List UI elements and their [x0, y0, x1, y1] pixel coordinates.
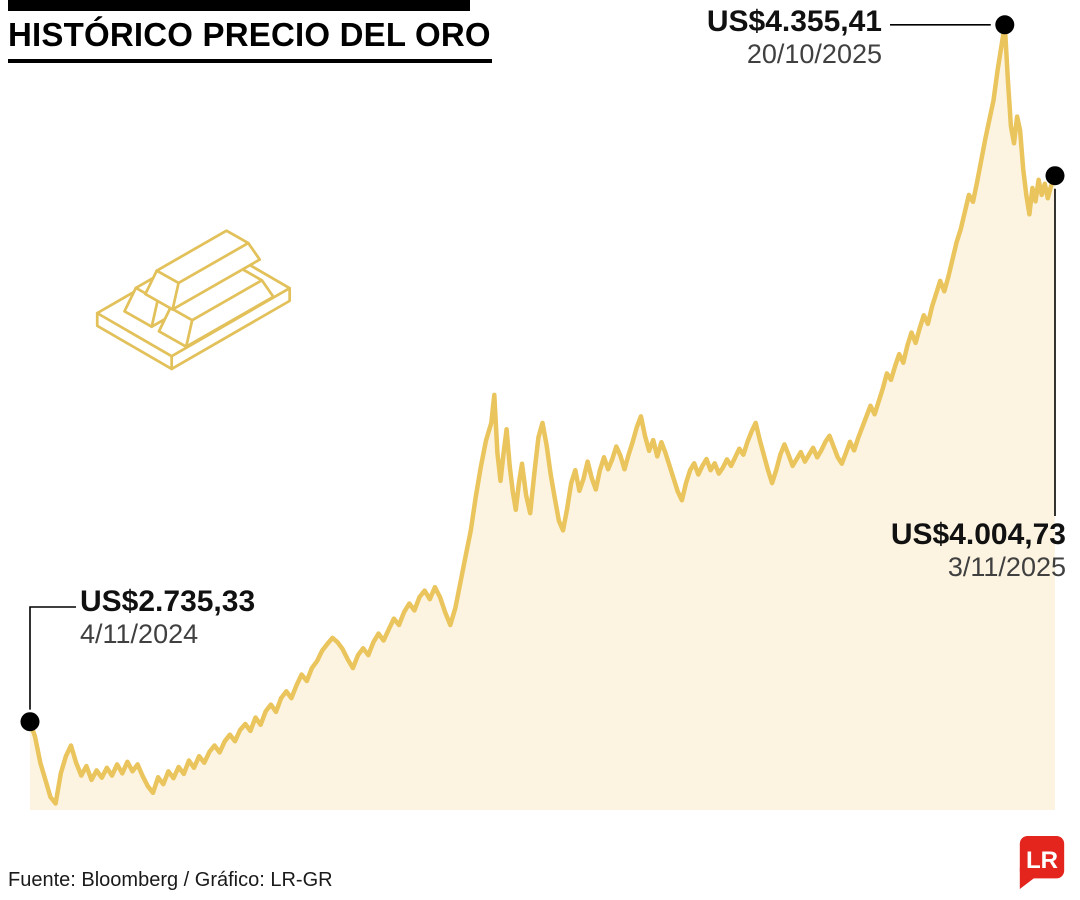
- lr-logo-icon: LR: [1019, 835, 1065, 889]
- end-annotation: US$4.004,73 3/11/2025: [891, 518, 1066, 583]
- peak-annotation: US$4.355,41 20/10/2025: [707, 5, 882, 70]
- end-date-label: 3/11/2025: [947, 552, 1066, 582]
- source-credit: Fuente: Bloomberg / Gráfico: LR-GR: [8, 869, 333, 891]
- start-point-dot: [20, 712, 40, 732]
- start-price-label: US$2.735,33: [80, 585, 256, 618]
- title-top-bar: [8, 0, 470, 11]
- price-area-fill: [30, 25, 1055, 810]
- price-line: [27, 22, 1058, 806]
- peak-point-dot: [995, 15, 1015, 35]
- lr-logo-text: LR: [1026, 847, 1058, 874]
- page-title: HISTÓRICO PRECIO DEL ORO: [8, 16, 491, 53]
- start-annotation: US$2.735,33 4/11/2024: [80, 585, 255, 650]
- gold-bars-icon: [95, 229, 292, 371]
- peak-price-label: US$4.355,41: [706, 5, 882, 38]
- start-annotation-connector: [29, 606, 76, 710]
- start-date-label: 4/11/2024: [80, 619, 199, 649]
- lr-logo-box: [1019, 835, 1065, 879]
- peak-date-label: 20/10/2025: [746, 39, 882, 69]
- end-point-dot: [1045, 166, 1065, 186]
- lr-logo-tail: [1019, 867, 1037, 889]
- end-price-label: US$4.004,73: [890, 518, 1066, 551]
- title-underline: [8, 59, 492, 63]
